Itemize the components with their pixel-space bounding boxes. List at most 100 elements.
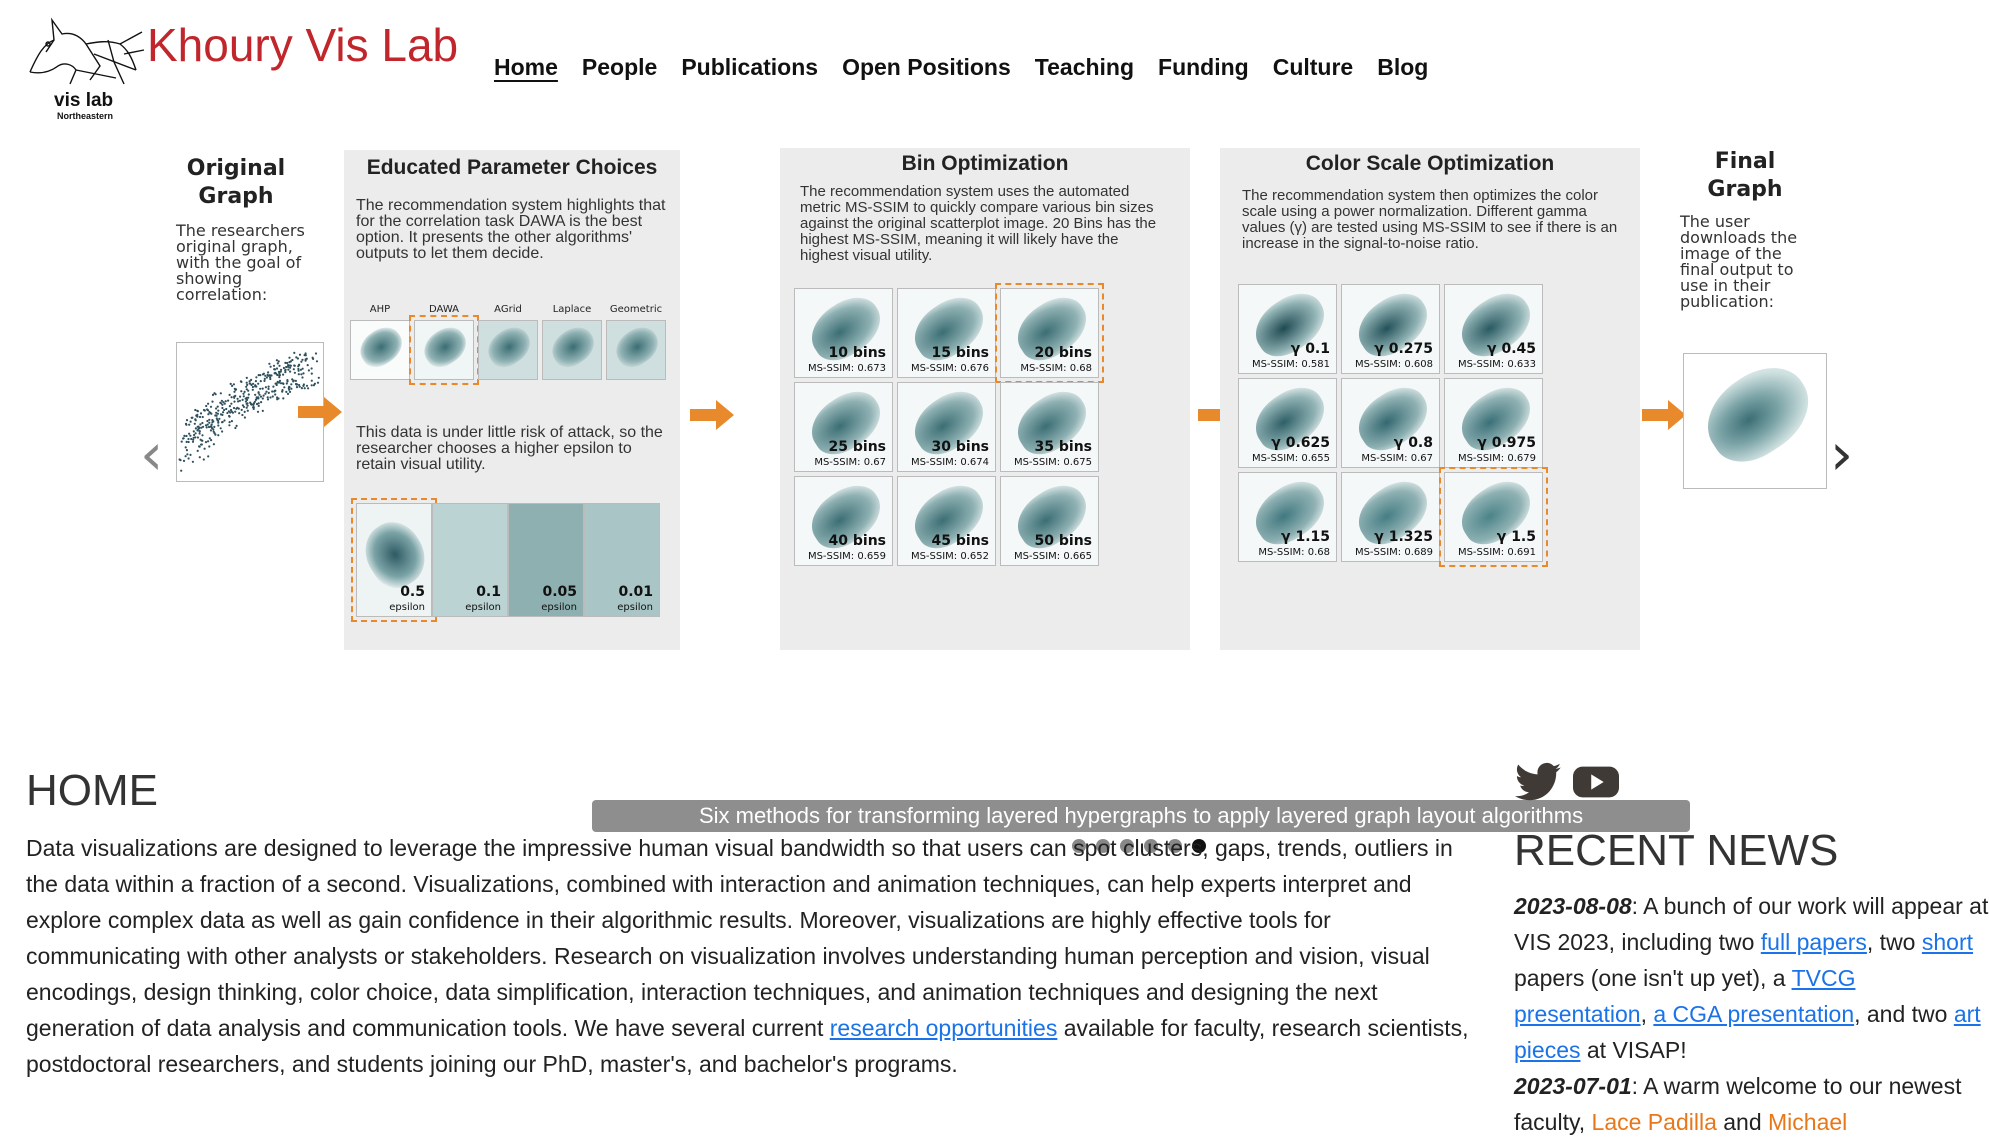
cell-metric: MS-SSIM: 0.633 bbox=[1457, 359, 1536, 370]
cell-metric: MS-SSIM: 0.674 bbox=[910, 457, 989, 468]
carousel-dot-3[interactable] bbox=[1120, 839, 1134, 853]
scatter-point bbox=[276, 398, 279, 401]
tvcg-presentation-link[interactable]: TVCG presentation bbox=[1514, 965, 1856, 1027]
scatter-point bbox=[219, 392, 222, 395]
cell-label: γ 0.975 bbox=[1477, 435, 1536, 451]
scatter-point bbox=[207, 455, 210, 458]
scatter-point bbox=[292, 368, 295, 371]
scatter-point bbox=[310, 384, 313, 387]
scatter-point bbox=[297, 367, 300, 371]
cell-label: γ 0.8 bbox=[1393, 435, 1433, 451]
scatter-point bbox=[202, 425, 205, 428]
cell-metric: MS-SSIM: 0.665 bbox=[1013, 551, 1092, 562]
scatter-point bbox=[273, 368, 276, 371]
nav-teaching[interactable]: Teaching bbox=[1034, 54, 1135, 80]
carousel-prev-button[interactable]: ‹ bbox=[140, 420, 164, 488]
nav-people[interactable]: People bbox=[581, 54, 658, 80]
scatter-point bbox=[307, 387, 310, 390]
person-link[interactable]: Lace Padilla bbox=[1591, 1109, 1717, 1135]
scatter-point bbox=[266, 396, 269, 399]
scatter-point bbox=[187, 437, 190, 441]
youtube-icon[interactable] bbox=[1573, 762, 1619, 802]
scatter-point bbox=[264, 392, 267, 395]
scatter-point bbox=[264, 374, 267, 377]
epsilon-plot: 0.5 epsilon bbox=[351, 498, 437, 622]
scatter-point bbox=[208, 418, 211, 421]
scatter-point bbox=[301, 358, 304, 361]
scatter-point bbox=[274, 389, 277, 392]
nav-open-positions[interactable]: Open Positions bbox=[842, 54, 1011, 80]
nav-funding[interactable]: Funding bbox=[1158, 54, 1249, 80]
carousel-dot-5[interactable] bbox=[1168, 839, 1182, 853]
scatter-point bbox=[190, 416, 193, 419]
cga-presentation-link[interactable]: a CGA presentation bbox=[1653, 1001, 1855, 1027]
epsilon-label: epsilon bbox=[389, 602, 425, 613]
scatter-point bbox=[269, 376, 272, 379]
epsilon-plot: 0.05 epsilon bbox=[508, 503, 584, 617]
scatter-point bbox=[199, 423, 202, 426]
scatter-point bbox=[248, 380, 251, 383]
scatter-point bbox=[291, 378, 294, 381]
scatter-point bbox=[305, 384, 309, 387]
news-text: : A warm welcome to our newest faculty, bbox=[1514, 1073, 1962, 1135]
scatter-point bbox=[235, 407, 238, 410]
heatmap-cell: γ 1.15 MS-SSIM: 0.68 bbox=[1238, 472, 1337, 562]
scatter-point bbox=[233, 400, 236, 403]
scatter-point bbox=[221, 403, 224, 406]
scatter-point bbox=[267, 371, 270, 374]
scatter-point bbox=[258, 393, 261, 396]
scatter-point bbox=[217, 421, 220, 424]
scatter-point bbox=[291, 358, 294, 362]
scatter-point bbox=[238, 412, 241, 415]
scatter-point bbox=[267, 391, 270, 394]
vis-lab-logo[interactable]: vis lab Northeastern bbox=[24, 14, 146, 124]
art-link[interactable]: art bbox=[1953, 1001, 1981, 1027]
scatter-point bbox=[261, 387, 264, 390]
scatter-point bbox=[257, 404, 260, 407]
scatter-point bbox=[222, 411, 225, 414]
nav-publications[interactable]: Publications bbox=[681, 54, 819, 80]
stage-description: The researchers original graph, with the… bbox=[176, 221, 305, 304]
carousel-dot-4[interactable] bbox=[1144, 839, 1158, 853]
scatter-point bbox=[255, 402, 259, 406]
scatter-point bbox=[284, 368, 287, 371]
nav-blog[interactable]: Blog bbox=[1377, 54, 1429, 80]
scatter-point bbox=[201, 415, 204, 419]
pieces-link[interactable]: pieces bbox=[1514, 1037, 1581, 1063]
scatter-point bbox=[267, 374, 270, 377]
site-title[interactable]: Khoury Vis Lab bbox=[147, 19, 459, 71]
carousel-next-button[interactable]: › bbox=[1830, 420, 1854, 488]
scatter-point bbox=[306, 364, 309, 367]
scatter-point bbox=[189, 434, 192, 437]
scatter-point bbox=[286, 361, 289, 365]
news-list: 2023-08-08: A bunch of our work will app… bbox=[1514, 888, 1989, 1140]
scatter-point bbox=[294, 382, 298, 386]
scatter-point bbox=[250, 403, 253, 406]
scatter-point bbox=[217, 434, 220, 437]
person-link[interactable]: Michael bbox=[1768, 1109, 1848, 1135]
scatter-point bbox=[244, 400, 247, 403]
scatter-point bbox=[245, 385, 248, 388]
scatter-point bbox=[282, 382, 285, 385]
twitter-icon[interactable] bbox=[1515, 762, 1561, 802]
scatter-point bbox=[180, 469, 183, 472]
scatter-point bbox=[288, 361, 291, 364]
full-papers-link[interactable]: full papers bbox=[1760, 929, 1867, 955]
scatter-point bbox=[310, 379, 313, 382]
nav-culture[interactable]: Culture bbox=[1272, 54, 1354, 80]
scatter-point bbox=[241, 398, 244, 401]
carousel-dot-2[interactable] bbox=[1096, 839, 1110, 853]
research-opportunities-link[interactable]: research opportunities bbox=[829, 1015, 1058, 1041]
short-papers-link[interactable]: short bbox=[1921, 929, 1974, 955]
scatter-point bbox=[228, 414, 231, 418]
scatter-point bbox=[240, 390, 243, 393]
scatter-point bbox=[202, 408, 206, 412]
carousel-dot-6[interactable] bbox=[1192, 839, 1206, 853]
nav-home[interactable]: Home bbox=[494, 54, 558, 80]
algorithm-plot bbox=[409, 315, 479, 385]
scatter-point bbox=[262, 372, 265, 375]
scatter-point bbox=[310, 372, 313, 375]
news-text: , bbox=[1640, 1001, 1654, 1027]
carousel-dot-1[interactable] bbox=[1072, 839, 1086, 853]
stage-bins: Bin Optimization The recommendation syst… bbox=[780, 148, 1190, 650]
